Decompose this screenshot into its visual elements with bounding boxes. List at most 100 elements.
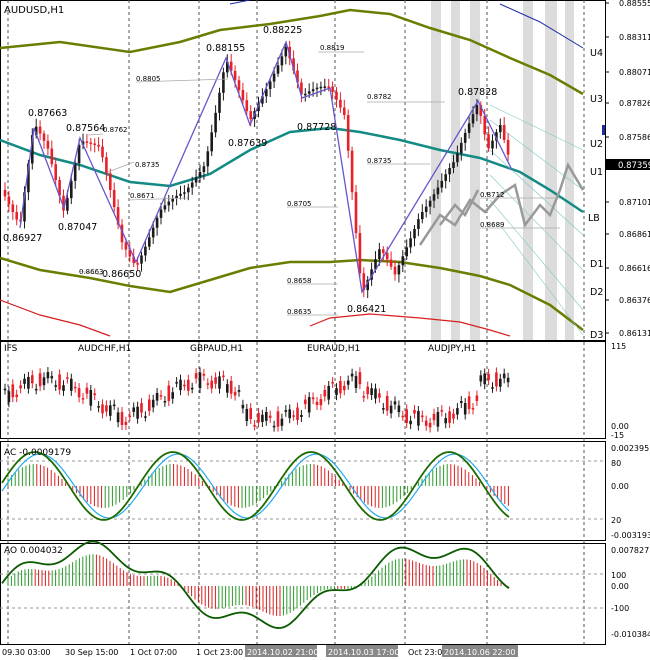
band-level-label: D3 bbox=[590, 330, 603, 341]
level-price-label: 0.8663 bbox=[79, 268, 104, 276]
ifs-candle-body bbox=[378, 393, 381, 398]
candle-body bbox=[397, 265, 401, 275]
ifs-candle-body bbox=[261, 414, 264, 423]
level-price-label: 0.8735 bbox=[135, 161, 160, 169]
candle-body bbox=[183, 192, 186, 194]
candle-body bbox=[331, 86, 334, 92]
ifs-candle-body bbox=[421, 415, 424, 418]
zigzag-price-label: 0.87564 bbox=[66, 123, 105, 134]
price-axis-label: 0.87101 bbox=[619, 198, 650, 207]
ifs-candle-body bbox=[171, 392, 174, 399]
ifs-candle-body bbox=[194, 373, 198, 379]
zigzag-price-label: 0.87047 bbox=[58, 222, 97, 233]
candle-body bbox=[128, 249, 132, 257]
candle-body bbox=[405, 247, 408, 257]
price-axis-label: 0.87826 bbox=[619, 99, 650, 108]
candle-body bbox=[436, 187, 440, 195]
candle-body bbox=[354, 192, 358, 233]
price-axis-label: 0.86861 bbox=[619, 230, 650, 239]
ifs-candle-body bbox=[487, 373, 490, 381]
candle-body bbox=[93, 143, 96, 146]
candle-body bbox=[245, 100, 249, 112]
ifs-candle-body bbox=[397, 405, 401, 413]
candle-body bbox=[327, 86, 330, 88]
ifs-candle-body bbox=[272, 425, 276, 428]
candle-body bbox=[7, 196, 11, 205]
candle-body bbox=[502, 125, 506, 140]
candle-body bbox=[31, 135, 34, 164]
ifs-candle-body bbox=[124, 421, 128, 425]
level-price-label: 0.8712 bbox=[480, 191, 505, 199]
ifs-candle-body bbox=[444, 418, 447, 424]
ac-axis-label: 0.00 bbox=[611, 482, 629, 491]
level-price-label: 0.8782 bbox=[367, 93, 392, 101]
level-price-label: 0.8762 bbox=[103, 126, 128, 134]
candle-body bbox=[311, 89, 315, 92]
chart-title: AUDUSD,H1 bbox=[4, 5, 64, 16]
ifs-candle-body bbox=[183, 384, 186, 387]
ifs-candle-body bbox=[300, 414, 303, 417]
ifs-candle-body bbox=[120, 412, 124, 425]
zigzag-price-label: 0.86650 bbox=[102, 269, 141, 280]
ifs-candle-body bbox=[179, 379, 182, 391]
ifs-candle-body bbox=[198, 372, 202, 389]
candle-body bbox=[339, 99, 342, 108]
candle-body bbox=[272, 73, 276, 82]
level-price-label: 0.8689 bbox=[480, 221, 505, 229]
candle-body bbox=[300, 82, 303, 95]
level-price-label: 0.8805 bbox=[136, 75, 161, 83]
ao-label: AO 0.004032 bbox=[4, 546, 63, 556]
ifs-candle-body bbox=[292, 415, 295, 417]
candle-body bbox=[42, 133, 46, 141]
ifs-candle-body bbox=[456, 408, 459, 415]
ifs-candle-body bbox=[409, 420, 412, 425]
candle-body bbox=[358, 232, 362, 274]
ifs-candle-body bbox=[7, 391, 11, 403]
ifs-candle-body bbox=[467, 396, 471, 410]
candle-body bbox=[452, 162, 455, 168]
zigzag-price-label: 0.87728 bbox=[297, 122, 336, 133]
zigzag-price-label: 0.86927 bbox=[3, 233, 42, 244]
candle-body bbox=[261, 96, 264, 104]
ifs-candle-body bbox=[202, 373, 206, 376]
candle-body bbox=[62, 195, 65, 211]
candle-body bbox=[374, 259, 377, 270]
candle-body bbox=[46, 140, 50, 149]
ifs-candle-body bbox=[226, 384, 229, 393]
ifs-candle-body bbox=[385, 395, 389, 411]
ifs-candle-body bbox=[382, 408, 385, 410]
ifs-candle-body bbox=[280, 418, 284, 426]
ifs-candle-body bbox=[335, 388, 338, 396]
candle-body bbox=[229, 61, 233, 71]
ifs-candle-body bbox=[343, 385, 346, 391]
ifs-candle-body bbox=[424, 420, 428, 426]
candle-body bbox=[210, 132, 213, 152]
ifs-candle-body bbox=[417, 410, 420, 426]
band-level-label: U2 bbox=[590, 139, 603, 150]
candle-body bbox=[159, 209, 163, 218]
candle-body bbox=[190, 182, 194, 188]
ifs-candle-body bbox=[315, 401, 319, 406]
candle-body bbox=[187, 187, 190, 193]
ifs-candle-body bbox=[460, 401, 463, 404]
ifs-candle-body bbox=[116, 412, 120, 423]
candle-body bbox=[471, 114, 475, 124]
ifs-candle-body bbox=[502, 373, 506, 379]
ifs-candle-body bbox=[448, 411, 451, 423]
ifs-candle-body bbox=[233, 391, 237, 396]
candle-body bbox=[116, 207, 120, 225]
ifs-candle-body bbox=[436, 412, 440, 427]
ao-axis-label: -100 bbox=[611, 604, 629, 613]
candle-body bbox=[350, 150, 354, 193]
candle-body bbox=[409, 238, 412, 248]
shade-column bbox=[451, 0, 460, 340]
ifs-candle-body bbox=[405, 409, 408, 423]
ifs-axis-label: 115 bbox=[611, 342, 626, 351]
ac-axis-label: 80 bbox=[611, 459, 621, 468]
ifs-candle-body bbox=[413, 409, 416, 414]
ifs-candle-body bbox=[89, 389, 93, 406]
candle-body bbox=[487, 134, 490, 149]
level-price-label: 0.8735 bbox=[367, 157, 392, 165]
ac-label: AC -0.0009179 bbox=[4, 448, 71, 458]
